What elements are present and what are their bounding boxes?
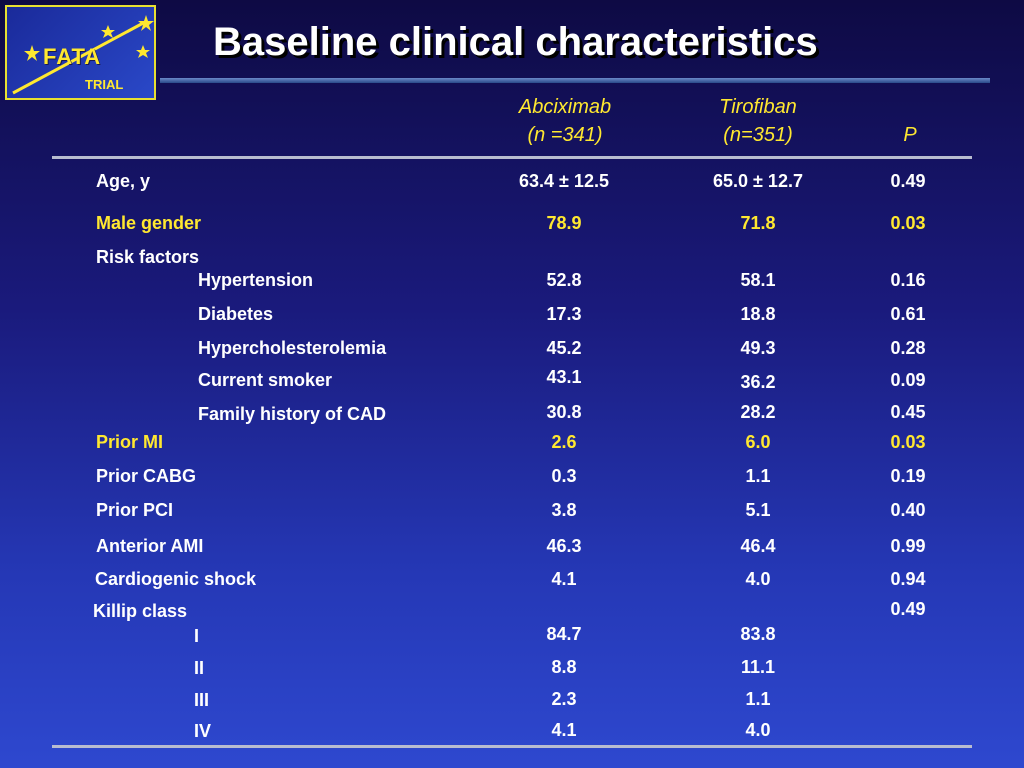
cell-p-value: 0.03 (890, 213, 926, 233)
cell-p-value: 0.40 (890, 500, 926, 520)
row-label: Prior MI (96, 432, 164, 452)
cell-abciximab: 4.1 (551, 569, 577, 589)
row-label: II (194, 658, 205, 678)
cell-tirofiban: 1.1 (745, 466, 771, 486)
row-label: Current smoker (198, 370, 333, 390)
row-label: Prior PCI (96, 500, 174, 520)
cell-tirofiban: 4.0 (745, 720, 771, 740)
cell-abciximab: 52.8 (546, 270, 582, 290)
cell-p-value: 0.19 (890, 466, 926, 486)
cell-p-value: 0.45 (890, 402, 926, 422)
cell-tirofiban: 5.1 (745, 500, 771, 520)
cell-tirofiban: 6.0 (745, 432, 771, 452)
cell-abciximab: 8.8 (551, 657, 577, 677)
row-label: Male gender (96, 213, 202, 233)
table-top-rule (52, 156, 972, 159)
logo-graphic (12, 15, 154, 95)
cell-abciximab: 17.3 (546, 304, 582, 324)
cell-tirofiban: 83.8 (740, 624, 776, 644)
cell-tirofiban: 4.0 (745, 569, 771, 589)
header-abciximab: Abciximab (n =341) (490, 93, 640, 149)
title-underline (160, 78, 990, 83)
row-label: Hypertension (198, 270, 314, 290)
cell-p-value: 0.61 (890, 304, 926, 324)
cell-p-value: 0.28 (890, 338, 926, 358)
cell-p-value: 0.99 (890, 536, 926, 556)
cell-tirofiban: 58.1 (740, 270, 776, 290)
cell-tirofiban: 71.8 (740, 213, 776, 233)
star-icon (136, 45, 150, 58)
cell-tirofiban: 28.2 (740, 402, 776, 422)
cell-tirofiban: 46.4 (740, 536, 776, 556)
row-label: Anterior AMI (96, 536, 204, 556)
cell-p-value: 0.49 (890, 171, 926, 191)
row-label: Cardiogenic shock (95, 569, 257, 589)
row-label: Diabetes (198, 304, 274, 324)
cell-abciximab: 3.8 (551, 500, 577, 520)
cell-p-value: 0.09 (890, 370, 926, 390)
star-icon (138, 15, 154, 31)
logo-trial-text: TRIAL (85, 77, 124, 92)
star-icon (101, 25, 115, 38)
fata-trial-logo: FATA TRIAL (5, 5, 156, 100)
row-label: Prior CABG (96, 466, 197, 486)
table-bottom-rule (52, 745, 972, 748)
cell-tirofiban: 36.2 (740, 372, 776, 392)
cell-abciximab: 2.3 (551, 689, 577, 709)
cell-abciximab: 30.8 (546, 402, 582, 422)
cell-abciximab: 63.4 ± 12.5 (519, 171, 609, 191)
cell-p-value: 0.16 (890, 270, 926, 290)
row-label: IV (194, 721, 212, 741)
cell-abciximab: 2.6 (551, 432, 577, 452)
cell-abciximab: 46.3 (546, 536, 582, 556)
row-label: I (194, 626, 200, 646)
cell-p-value: 0.94 (890, 569, 926, 589)
cell-abciximab: 45.2 (546, 338, 582, 358)
cell-tirofiban: 49.3 (740, 338, 776, 358)
cell-tirofiban: 11.1 (740, 657, 776, 677)
header-p: P (903, 124, 917, 146)
cell-abciximab: 4.1 (551, 720, 577, 740)
row-label: Age, y (96, 171, 151, 191)
header-abciximab-n: (n =341) (527, 124, 603, 146)
cell-p-value: 0.49 (890, 599, 926, 619)
row-label: Killip class (93, 601, 188, 621)
logo-fata-text: FATA (43, 44, 102, 69)
cell-tirofiban: 65.0 ± 12.7 (713, 171, 803, 191)
cell-tirofiban: 18.8 (740, 304, 776, 324)
cell-abciximab: 43.1 (546, 367, 582, 387)
row-label: Family history of CAD (198, 404, 387, 424)
cell-tirofiban: 1.1 (745, 689, 771, 709)
row-label: III (194, 690, 210, 710)
header-tirofiban-label: Tirofiban (719, 96, 797, 118)
header-abciximab-label: Abciximab (518, 96, 612, 118)
cell-p-value: 0.03 (890, 432, 926, 452)
cell-abciximab: 84.7 (546, 624, 582, 644)
page-title: Baseline clinical characteristics (213, 20, 818, 64)
header-tirofiban: Tirofiban (n=351) (683, 93, 833, 149)
header-tirofiban-n: (n=351) (723, 124, 793, 146)
row-label: Hypercholesterolemia (198, 338, 387, 358)
cell-abciximab: 78.9 (546, 213, 582, 233)
star-icon (24, 45, 40, 61)
row-label: Risk factors (96, 247, 200, 267)
cell-abciximab: 0.3 (551, 466, 577, 486)
